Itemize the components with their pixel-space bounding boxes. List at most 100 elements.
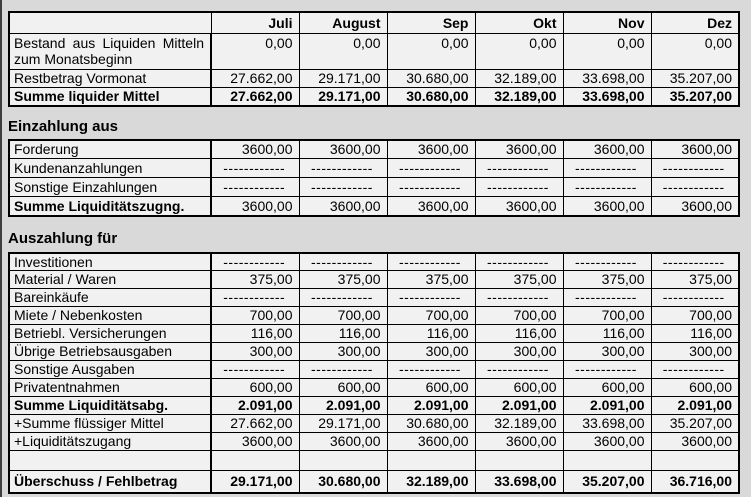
row-label: Übrige Betriebsausgaben (8, 342, 212, 361)
value-cell: ------------ (210, 252, 300, 271)
value-cell: 0,00 (210, 33, 300, 70)
value-cell: 0,00 (650, 33, 740, 70)
value-cell: 33.698,00 (474, 470, 564, 493)
value-cell: 375,00 (298, 270, 388, 289)
column-header-sep: Sep (386, 11, 476, 34)
value-cell: 700,00 (386, 306, 476, 325)
value-cell: 700,00 (562, 306, 652, 325)
value-cell: 3600,00 (474, 432, 564, 451)
value-cell: 116,00 (650, 324, 740, 343)
value-cell: 0,00 (386, 33, 476, 70)
einzahlung-table: Forderung 3600,00 3600,00 3600,00 3600,00 360… (8, 138, 740, 217)
row-label (8, 450, 212, 471)
row-label: Bestand aus Liquiden Mitteln zum Monatsb… (8, 33, 212, 70)
value-cell: 116,00 (210, 324, 300, 343)
value-cell: 30.680,00 (386, 87, 476, 106)
value-cell: 600,00 (650, 378, 740, 397)
value-cell: 3600,00 (650, 139, 740, 159)
value-cell: 375,00 (386, 270, 476, 289)
value-cell: 29.171,00 (298, 414, 388, 433)
value-cell: 30.680,00 (298, 470, 388, 493)
value-cell: 2.091,00 (650, 396, 740, 415)
value-cell: ------------ (298, 288, 388, 307)
value-cell (210, 450, 300, 471)
column-header-august: August (298, 11, 388, 34)
table-row: Bareinkäufe ------------ ------------ -----… (8, 288, 740, 307)
value-cell: 29.171,00 (210, 470, 300, 493)
value-cell: 3600,00 (298, 432, 388, 451)
value-cell: 3600,00 (474, 139, 564, 159)
value-cell: ------------ (562, 158, 652, 178)
value-cell: 2.091,00 (298, 396, 388, 415)
value-cell: 3600,00 (562, 196, 652, 216)
value-cell: ------------ (562, 360, 652, 379)
value-cell: ------------ (474, 252, 564, 271)
value-cell: 32.189,00 (474, 414, 564, 433)
row-label: Material / Waren (8, 270, 212, 289)
value-cell: ------------ (474, 158, 564, 178)
value-cell: ------------ (650, 288, 740, 307)
value-cell: 600,00 (386, 378, 476, 397)
value-cell: ------------ (210, 158, 300, 178)
row-label: +Summe flüssiger Mittel (8, 414, 212, 433)
row-label: Privatentnahmen (8, 378, 212, 397)
value-cell: 3600,00 (386, 196, 476, 216)
value-cell: 116,00 (474, 324, 564, 343)
value-cell: 600,00 (210, 378, 300, 397)
value-cell: 375,00 (210, 270, 300, 289)
value-cell: ------------ (210, 177, 300, 197)
value-cell: 3600,00 (562, 139, 652, 159)
row-label: Bareinkäufe (8, 288, 212, 307)
value-cell: ------------ (562, 252, 652, 271)
value-cell: ------------ (474, 360, 564, 379)
row-label: Investitionen (8, 252, 212, 271)
value-cell: ------------ (386, 288, 476, 307)
value-cell: ------------ (386, 360, 476, 379)
row-label: Sonstige Ausgaben (8, 360, 212, 379)
section-heading-auszahlung: Auszahlung für (8, 229, 118, 247)
row-label: Restbetrag Vormonat (8, 69, 212, 88)
value-cell: 2.091,00 (210, 396, 300, 415)
value-cell: ------------ (210, 360, 300, 379)
value-cell: 300,00 (210, 342, 300, 361)
value-cell: 33.698,00 (562, 87, 652, 106)
row-label: Summe Liquiditätszugng. (8, 196, 212, 216)
corner-cell (8, 11, 212, 34)
value-cell: 35.207,00 (650, 414, 740, 433)
value-cell: ------------ (650, 252, 740, 271)
value-cell: 700,00 (298, 306, 388, 325)
value-cell (474, 450, 564, 471)
value-cell: 375,00 (474, 270, 564, 289)
value-cell: ------------ (298, 177, 388, 197)
table-row: Summe liquider Mittel 27.662,00 29.171,00 3… (8, 87, 740, 106)
value-cell: ------------ (474, 288, 564, 307)
value-cell: 3600,00 (562, 432, 652, 451)
column-header-row: Juli August Sep Okt Nov Dez (8, 11, 740, 34)
value-cell: 3600,00 (210, 432, 300, 451)
value-cell: 2.091,00 (386, 396, 476, 415)
value-cell: 27.662,00 (210, 87, 300, 106)
auszahlung-table: Investitionen ------------ ------------ ---… (8, 251, 740, 494)
table-row: Material / Waren 375,00 375,00 375,00 375,00… (8, 270, 740, 289)
value-cell: 3600,00 (650, 432, 740, 451)
column-header-dez: Dez (650, 11, 740, 34)
section-heading-einzahlung: Einzahlung aus (8, 117, 119, 135)
table-row: Privatentnahmen 600,00 600,00 600,00 600,00 6… (8, 378, 740, 397)
table-row: Investitionen ------------ ------------ ---… (8, 252, 740, 271)
spacer-row (8, 450, 740, 471)
left-edge-line (0, 0, 2, 497)
value-cell: 600,00 (562, 378, 652, 397)
table-row: Sonstige Einzahlungen ------------ -------… (8, 177, 740, 197)
table-row: Kundenanzahlungen ------------ -----------… (8, 158, 740, 178)
row-label: +Liquiditätszugang (8, 432, 212, 451)
value-cell: 0,00 (474, 33, 564, 70)
value-cell: 3600,00 (298, 196, 388, 216)
value-cell: 33.698,00 (562, 414, 652, 433)
value-cell: ------------ (298, 360, 388, 379)
column-header-nov: Nov (562, 11, 652, 34)
table-row: Miete / Nebenkosten 700,00 700,00 700,00 700… (8, 306, 740, 325)
row-label: Betriebl. Versicherungen (8, 324, 212, 343)
row-label: Kundenanzahlungen (8, 158, 212, 178)
value-cell: 300,00 (474, 342, 564, 361)
